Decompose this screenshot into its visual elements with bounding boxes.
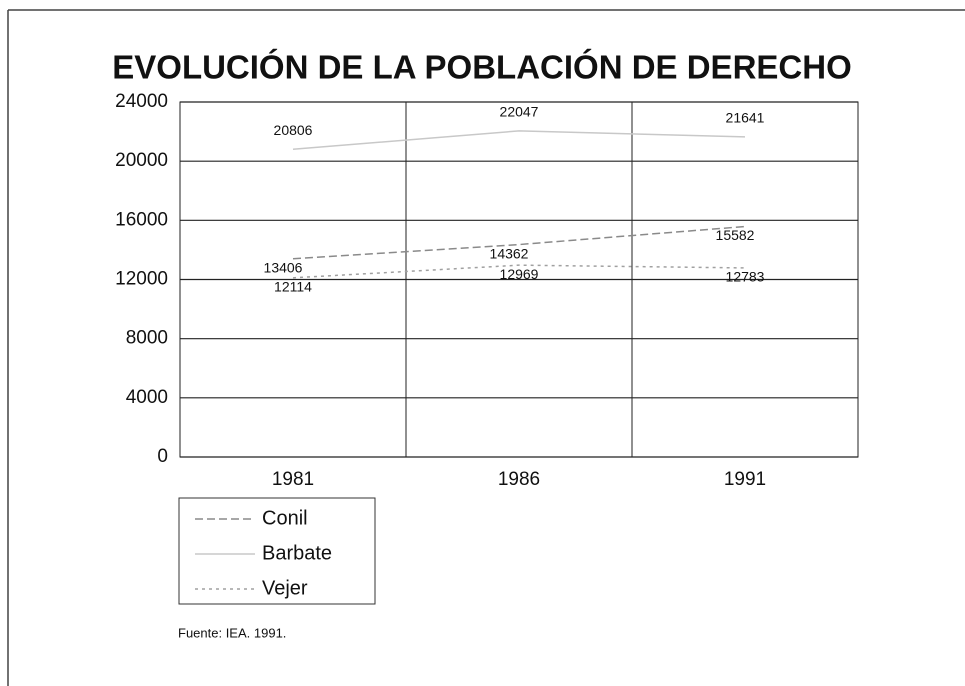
y-tick-label: 12000 xyxy=(115,269,168,290)
data-label: 22047 xyxy=(500,104,539,120)
data-label: 12114 xyxy=(274,279,312,295)
y-tick-label: 24000 xyxy=(115,91,168,112)
source-note: Fuente: IEA. 1991. xyxy=(178,625,286,640)
y-tick-label: 20000 xyxy=(115,150,168,171)
legend-box xyxy=(178,497,376,605)
series-line xyxy=(292,264,746,279)
x-tick-label: 1981 xyxy=(272,469,314,490)
y-tick-label: 16000 xyxy=(115,209,168,230)
data-label: 13406 xyxy=(264,259,303,275)
data-label: 20806 xyxy=(274,122,313,138)
y-tick-label: 8000 xyxy=(126,328,168,349)
chart-title: EVOLUCIÓN DE LA POBLACIÓN DE DERECHO xyxy=(112,49,852,86)
data-label: 12969 xyxy=(500,266,539,282)
legend-label: Conil xyxy=(262,507,308,529)
data-label: 14362 xyxy=(490,245,529,261)
x-tick-label: 1986 xyxy=(498,469,540,490)
legend-label: Vejer xyxy=(262,577,308,599)
series-line xyxy=(292,130,746,150)
data-label: 12783 xyxy=(726,269,765,285)
data-label: 15582 xyxy=(716,227,755,243)
series-line xyxy=(292,225,746,260)
y-tick-label: 0 xyxy=(157,446,168,467)
y-tick-label: 4000 xyxy=(126,387,168,408)
data-label: 21641 xyxy=(726,110,765,126)
legend-label: Barbate xyxy=(262,542,332,564)
x-tick-label: 1991 xyxy=(724,469,766,490)
